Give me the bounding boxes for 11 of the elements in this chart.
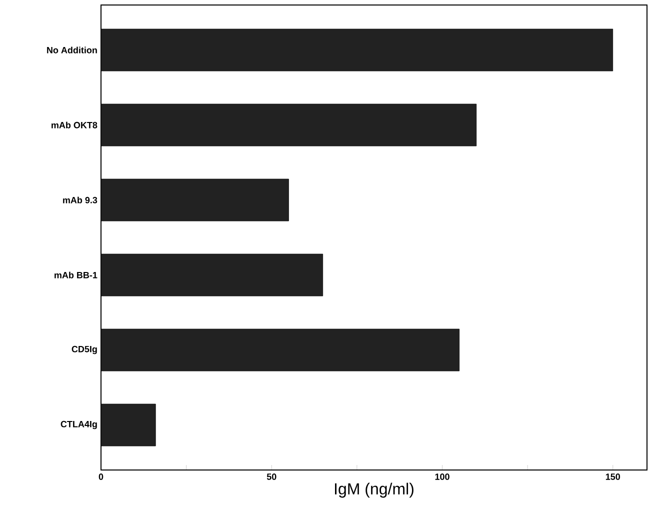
- y-tick-label: mAb OKT8: [52, 122, 98, 128]
- y-tick-label: CD5Ig: [72, 346, 97, 354]
- y-tick-label: No Addition: [47, 46, 97, 54]
- x-tick-label: 150: [606, 474, 620, 480]
- x-axis-title: IgM (ng/ml): [335, 482, 414, 498]
- y-tick-label: CTLA4Ig: [60, 420, 97, 430]
- x-tick-label: 50: [266, 474, 276, 480]
- x-tick-label: 0: [98, 474, 104, 480]
- x-tick-label: 100: [435, 474, 450, 480]
- y-tick-label: mAb 9.3: [63, 196, 98, 204]
- y-tick-label: mAb BB-1: [54, 272, 98, 278]
